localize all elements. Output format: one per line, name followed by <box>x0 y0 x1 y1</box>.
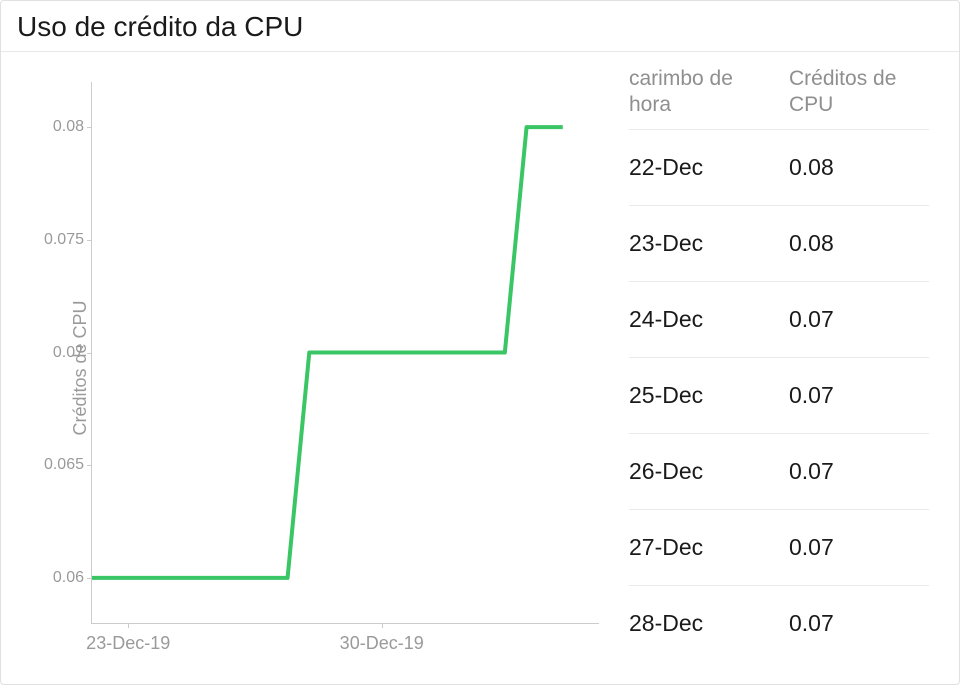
cell-cpu-credits: 0.07 <box>789 610 929 637</box>
cell-cpu-credits: 0.07 <box>789 458 929 485</box>
cell-timestamp: 26-Dec <box>629 458 769 485</box>
table-header-row: carimbo de hora Créditos de CPU <box>629 66 929 129</box>
cell-timestamp: 27-Dec <box>629 534 769 561</box>
y-tick-label: 0.075 <box>44 231 92 249</box>
chart-plot[interactable]: 0.060.0650.070.0750.0823-Dec-1930-Dec-19 <box>91 82 599 624</box>
table-row: 22-Dec 0.08 <box>629 129 929 205</box>
column-header-cpu-credits: Créditos de CPU <box>789 66 929 119</box>
y-tick-label: 0.065 <box>44 456 92 474</box>
y-tick-label: 0.06 <box>53 569 92 587</box>
panel-body: Créditos de CPU 0.060.0650.070.0750.0823… <box>1 52 959 684</box>
cell-timestamp: 22-Dec <box>629 154 769 181</box>
cell-timestamp: 24-Dec <box>629 306 769 333</box>
cell-timestamp: 25-Dec <box>629 382 769 409</box>
panel-title: Uso de crédito da CPU <box>17 11 943 43</box>
series-line <box>92 127 563 578</box>
y-tick-label: 0.07 <box>53 344 92 362</box>
y-tick-label: 0.08 <box>53 118 92 136</box>
x-tick-label: 30-Dec-19 <box>340 623 424 654</box>
chart-line-svg <box>92 82 599 623</box>
cell-timestamp: 23-Dec <box>629 230 769 257</box>
cell-cpu-credits: 0.08 <box>789 154 929 181</box>
table-body: 22-Dec 0.08 23-Dec 0.08 24-Dec 0.07 25-Dec 0.07… <box>629 129 929 661</box>
cell-cpu-credits: 0.08 <box>789 230 929 257</box>
cell-cpu-credits: 0.07 <box>789 534 929 561</box>
x-tick-label: 23-Dec-19 <box>86 623 170 654</box>
table-row: 26-Dec 0.07 <box>629 433 929 509</box>
y-axis-title: Créditos de CPU <box>70 300 91 435</box>
table-row: 25-Dec 0.07 <box>629 357 929 433</box>
table-row: 27-Dec 0.07 <box>629 509 929 585</box>
data-table: carimbo de hora Créditos de CPU 22-Dec 0.… <box>609 52 959 684</box>
table-row: 28-Dec 0.07 <box>629 585 929 661</box>
column-header-timestamp: carimbo de hora <box>629 66 769 119</box>
table-row: 23-Dec 0.08 <box>629 205 929 281</box>
panel-header: Uso de crédito da CPU <box>1 1 959 52</box>
cpu-credit-panel: Uso de crédito da CPU Créditos de CPU 0.… <box>0 0 960 685</box>
cell-timestamp: 28-Dec <box>629 610 769 637</box>
cell-cpu-credits: 0.07 <box>789 382 929 409</box>
table-row: 24-Dec 0.07 <box>629 281 929 357</box>
cell-cpu-credits: 0.07 <box>789 306 929 333</box>
chart-area: Créditos de CPU 0.060.0650.070.0750.0823… <box>1 52 609 684</box>
